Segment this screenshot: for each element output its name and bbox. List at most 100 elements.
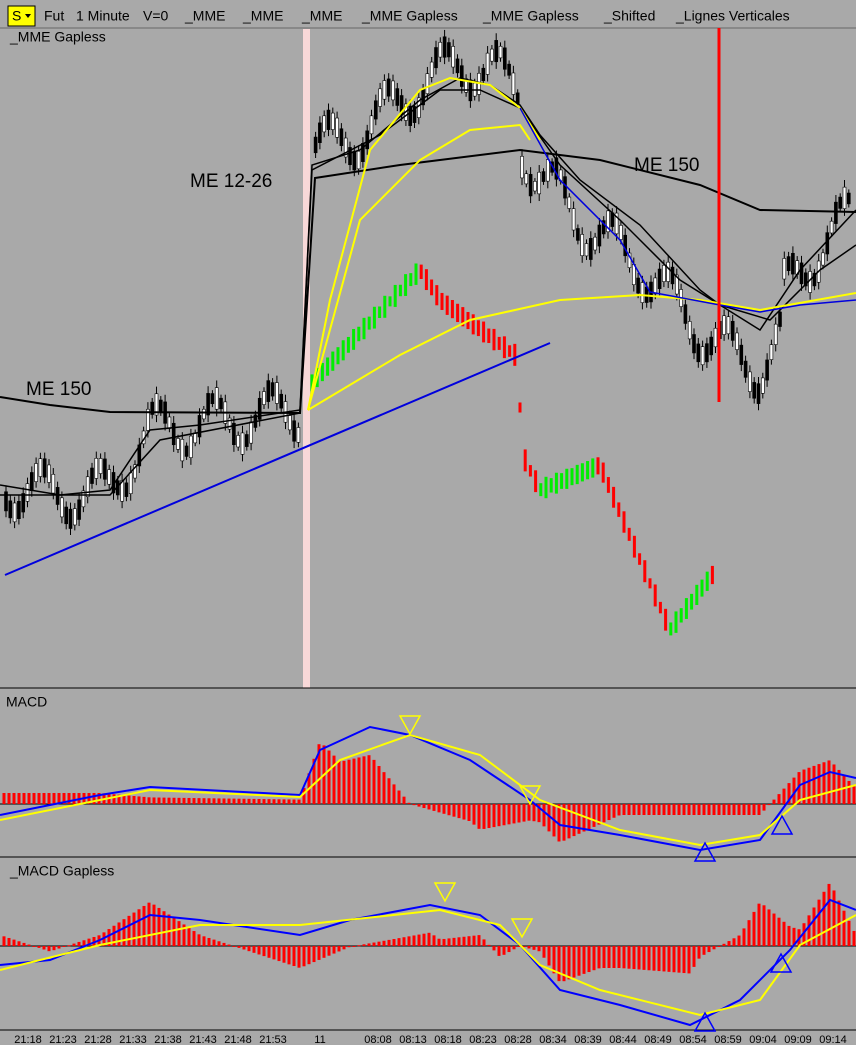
toolbar-item[interactable]: _MME: [301, 8, 342, 24]
histogram-bar: [57, 793, 61, 804]
annotation: ME 12-26: [190, 171, 272, 192]
histogram-bar: [97, 793, 101, 804]
candle-body: [245, 434, 249, 447]
toolbar-item[interactable]: _MME: [184, 8, 225, 24]
histogram-bar: [527, 804, 531, 821]
histogram-bar: [852, 930, 856, 946]
histogram-bar: [312, 758, 316, 804]
candle-body: [94, 457, 99, 479]
candle-body: [227, 417, 232, 430]
candle-body: [709, 336, 714, 356]
histogram-bar: [207, 798, 211, 804]
histogram-bar: [522, 804, 526, 822]
histogram-bar: [197, 934, 201, 946]
candle-body: [4, 491, 8, 512]
histogram-bar: [317, 744, 321, 804]
candle-body: [593, 236, 597, 251]
histogram-bar: [387, 939, 391, 946]
histogram-bar: [852, 786, 856, 804]
candle-body: [73, 508, 77, 526]
histogram-bar: [682, 946, 686, 974]
time-label: 08:54: [679, 1034, 707, 1045]
main-pane-label: _MME Gapless: [9, 29, 106, 45]
histogram-bar: [107, 929, 111, 946]
candle-body: [601, 220, 606, 235]
candle-body: [55, 487, 60, 505]
histogram-bar: [802, 923, 806, 946]
histogram-bar: [237, 946, 241, 948]
histogram-bar: [52, 946, 56, 951]
histogram-bar: [462, 804, 466, 820]
gapless-candle: [482, 321, 486, 343]
histogram-bar: [42, 793, 46, 804]
candle-body: [692, 334, 696, 354]
gapless-candle: [336, 347, 340, 365]
toolbar-item[interactable]: 1 Minute: [76, 8, 130, 24]
candle-body: [292, 420, 296, 442]
histogram-bar: [672, 804, 676, 815]
histogram-bar: [582, 804, 586, 832]
candle-body: [726, 316, 731, 335]
histogram-bar: [22, 942, 26, 946]
candle-body: [180, 439, 185, 462]
gapless-candle: [404, 274, 408, 296]
toolbar-item[interactable]: V=0: [143, 8, 169, 24]
gapless-candle: [492, 328, 496, 351]
toolbar-item[interactable]: Fut: [44, 8, 64, 24]
histogram-bar: [317, 946, 321, 960]
gapless-candle: [357, 326, 361, 342]
candle-body: [511, 72, 516, 95]
gapless-candle: [664, 608, 668, 631]
candle-body: [171, 422, 176, 446]
gapless-candle: [612, 486, 616, 508]
gapless-candle: [367, 316, 371, 330]
toolbar-item[interactable]: _Lignes Verticales: [675, 8, 790, 24]
histogram-bar: [592, 804, 596, 827]
gapless-candle: [393, 284, 397, 307]
gapless-candle: [653, 584, 657, 607]
symbol-button[interactable]: [7, 5, 36, 27]
histogram-bar: [67, 793, 71, 804]
session-band: [303, 29, 310, 688]
histogram-bar: [437, 938, 441, 946]
candle-body: [343, 137, 348, 158]
toolbar-item[interactable]: _Shifted: [603, 8, 655, 24]
histogram-bar: [197, 798, 201, 804]
symbol-button-label[interactable]: S: [12, 8, 21, 24]
histogram-bar: [547, 946, 551, 966]
gapless-candle: [534, 470, 538, 493]
histogram-bar: [832, 764, 836, 804]
histogram-bar: [112, 794, 116, 804]
gapless-candle: [487, 328, 491, 344]
histogram-bar: [327, 750, 331, 804]
histogram-bar: [737, 804, 741, 815]
toolbar-item[interactable]: _MME: [242, 8, 283, 24]
histogram-bar: [637, 946, 641, 970]
histogram-bar: [417, 804, 421, 807]
candle-body: [128, 472, 133, 494]
toolbar-item[interactable]: _MME Gapless: [482, 8, 579, 24]
gapless-candle: [372, 306, 376, 329]
histogram-bar: [332, 755, 336, 804]
histogram-bar: [507, 804, 511, 825]
toolbar-item[interactable]: _MME Gapless: [361, 8, 458, 24]
histogram-bar: [312, 946, 316, 963]
histogram-bar: [487, 944, 491, 946]
candle-body: [773, 323, 778, 345]
histogram-bar: [407, 936, 411, 946]
histogram-bar: [502, 804, 506, 826]
histogram-bar: [782, 788, 786, 804]
candle-body: [829, 220, 834, 234]
histogram-bar: [537, 946, 541, 952]
candle-body: [588, 238, 593, 260]
histogram-bar: [152, 904, 156, 946]
histogram-bar: [842, 910, 846, 946]
candle-body: [120, 480, 124, 502]
candle-body: [657, 268, 662, 289]
histogram-bar: [237, 798, 241, 804]
candle-body: [705, 343, 709, 363]
histogram-bar: [2, 793, 6, 804]
histogram-bar: [547, 804, 551, 832]
gapless-candle: [414, 263, 418, 285]
